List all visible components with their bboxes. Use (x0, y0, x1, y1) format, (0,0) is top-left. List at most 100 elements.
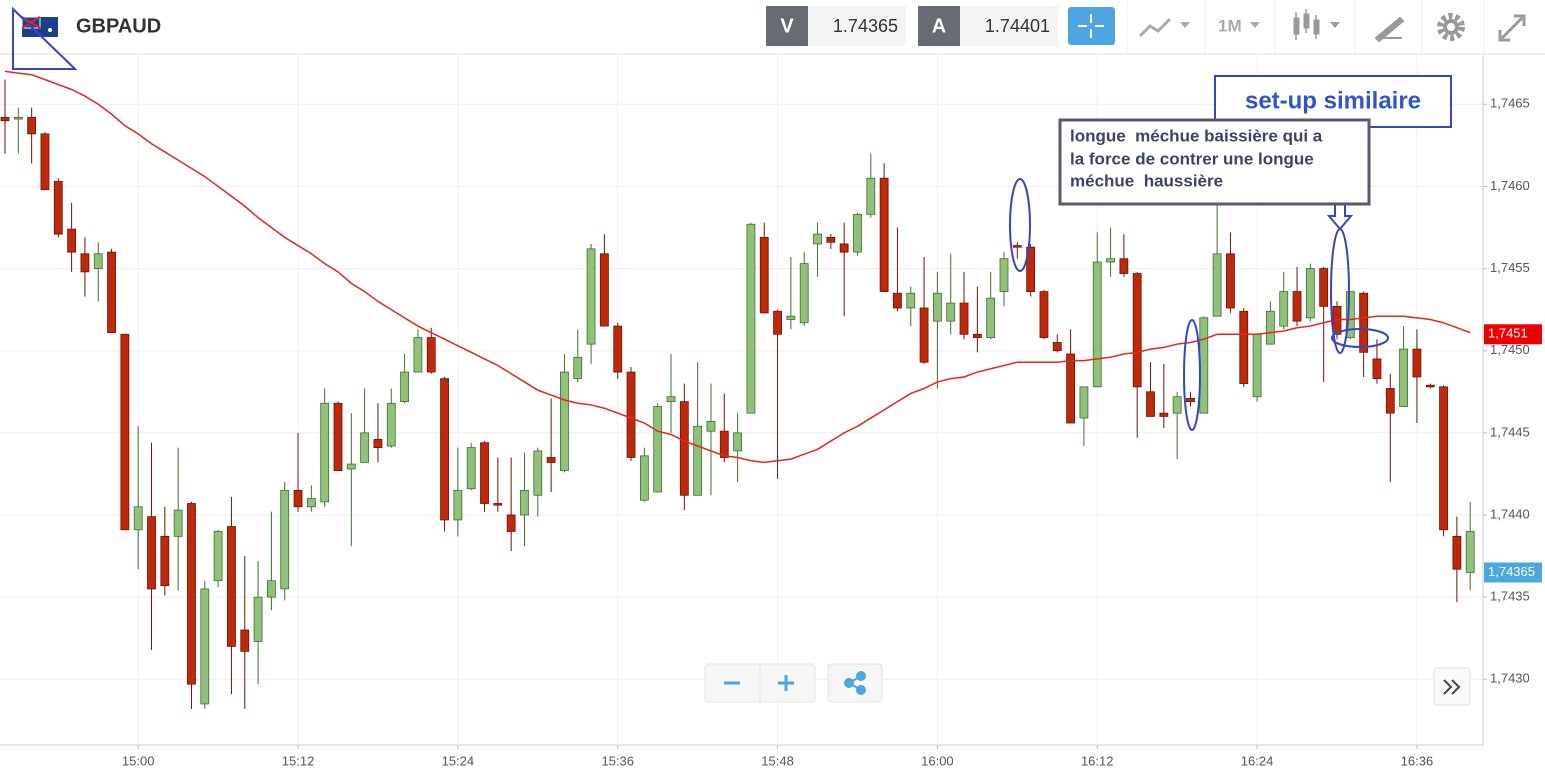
candle-body (386, 402, 396, 447)
candle-body (320, 402, 330, 503)
y-tick-label: 1,7435 (1490, 589, 1530, 604)
candle-body (440, 378, 449, 521)
bid-label-box[interactable] (766, 6, 808, 46)
candle-body (493, 503, 503, 506)
price-tag (1484, 324, 1542, 345)
flag (21, 16, 58, 37)
candle-body (546, 457, 556, 463)
candle-body (1039, 291, 1049, 338)
candle-body (80, 253, 90, 273)
candle-body (1465, 531, 1475, 573)
x-tick-label: 15:24 (442, 753, 475, 768)
candle-body (187, 503, 196, 685)
bid-price: 1.74365 (833, 16, 898, 36)
candle-body (1212, 253, 1222, 317)
candle-body (147, 516, 156, 590)
share-button[interactable] (844, 671, 866, 695)
candle-body (373, 439, 383, 449)
marks: 1,7451 1,74365 (0, 70, 1542, 709)
symbol: GBPAUD (76, 15, 161, 37)
candle-body (120, 333, 130, 531)
candle-body (853, 213, 862, 253)
candle-body (613, 325, 623, 373)
price-tag-label: 1,74365 (1488, 564, 1535, 579)
candle-body (346, 463, 356, 470)
note-line: la force de contrer une longue (1070, 149, 1314, 168)
candle-body (586, 248, 596, 345)
candle-body (626, 371, 636, 458)
drawn-triangle (12, 6, 78, 70)
candle-body (1066, 353, 1075, 424)
candle-body (826, 236, 836, 243)
candle-body (1305, 268, 1315, 319)
x-tick-label: 15:36 (601, 753, 634, 768)
candle-body (1425, 384, 1435, 388)
candle-body (1172, 396, 1182, 414)
timeframe-caret (1250, 22, 1260, 28)
candle-body (560, 371, 569, 472)
annotations: set-up similaire longue méchue baissière… (1009, 75, 1452, 431)
candle-body (53, 181, 63, 235)
bid-box[interactable] (808, 6, 906, 46)
candle-body (600, 253, 609, 327)
price-tag-label: 1,7451 (1488, 326, 1528, 341)
candle-body (986, 297, 996, 338)
candle-body (40, 133, 50, 191)
zoom-in-button[interactable] (778, 675, 794, 691)
candle-body (759, 236, 769, 314)
candle-body (573, 356, 583, 380)
candle-body (0, 117, 10, 122)
crosshair-button[interactable] (1068, 7, 1115, 45)
circle-annotation (1009, 178, 1031, 272)
y-tick-label: 1,7450 (1490, 342, 1530, 357)
candle-body (1186, 397, 1195, 403)
candle-body (107, 251, 116, 334)
timeframe[interactable]: 1M (1218, 16, 1242, 35)
candle-body (1226, 253, 1235, 309)
ask-box[interactable] (960, 6, 1058, 46)
candle-body (879, 177, 889, 292)
candle-body (959, 302, 969, 335)
x-tick-label: 16:24 (1241, 753, 1274, 768)
scroll-end-button[interactable] (1443, 679, 1461, 695)
scroll-end-box (1433, 667, 1471, 706)
candle-body (506, 514, 516, 532)
candle-body (639, 455, 649, 501)
candle-body (706, 420, 716, 432)
candle-body (67, 228, 76, 253)
annotation-title: set-up similaire (1245, 87, 1421, 114)
chart-type-button[interactable] (1138, 17, 1190, 38)
ask-label-box[interactable] (918, 6, 960, 46)
candle-body (1359, 292, 1369, 353)
candle-body (893, 292, 902, 309)
candle-body (480, 442, 489, 504)
fullscreen-button[interactable] (1498, 14, 1526, 42)
candles-button[interactable] (1293, 9, 1340, 40)
candle-body (293, 489, 303, 508)
candle-body (160, 535, 170, 587)
candle-body (253, 596, 263, 642)
candle-body (1159, 412, 1169, 417)
candle-body (240, 629, 250, 652)
draw-button[interactable] (1374, 16, 1405, 43)
candle-body (213, 531, 223, 582)
x-tick-label: 16:00 (921, 753, 954, 768)
settings-button[interactable] (1437, 13, 1465, 41)
candle-body (1372, 358, 1382, 380)
candle-body (1132, 273, 1142, 388)
candle-body (972, 333, 982, 338)
y-tick-label: 1,7465 (1490, 96, 1530, 111)
bid-label: V (780, 15, 794, 37)
x-tick-label: 15:00 (122, 753, 155, 768)
candle-body (799, 263, 809, 324)
candle-body (1119, 258, 1129, 274)
ask-label: A (932, 15, 946, 37)
candle-body (1266, 310, 1275, 345)
moving-average-line (4, 70, 1471, 464)
y-tick-label: 1,7440 (1490, 506, 1530, 521)
candle-body (946, 302, 956, 322)
candle-body (1319, 268, 1329, 307)
candle-body (653, 406, 663, 493)
candle-body (360, 432, 370, 463)
